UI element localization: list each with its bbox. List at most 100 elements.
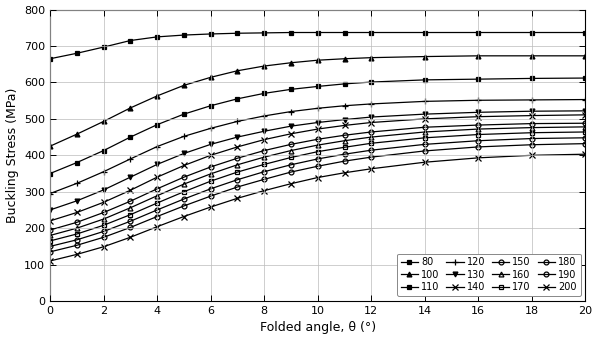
120 xyxy=(47,191,54,196)
200 xyxy=(421,160,428,164)
190 xyxy=(74,243,81,247)
Line: 190: 190 xyxy=(48,141,588,254)
190 xyxy=(181,204,188,208)
130 xyxy=(261,129,268,133)
110 xyxy=(74,160,81,165)
100 xyxy=(528,54,535,58)
80 xyxy=(47,57,54,61)
110 xyxy=(100,149,107,153)
100 xyxy=(261,64,268,68)
110 xyxy=(341,82,348,86)
180 xyxy=(74,238,81,242)
140 xyxy=(100,200,107,204)
110 xyxy=(314,84,321,88)
110 xyxy=(368,80,375,84)
130 xyxy=(127,175,134,179)
100 xyxy=(288,61,295,65)
190 xyxy=(207,194,214,198)
180 xyxy=(582,136,589,140)
140 xyxy=(181,164,188,168)
120 xyxy=(341,104,348,108)
150 xyxy=(74,220,81,224)
170 xyxy=(582,130,589,134)
150 xyxy=(368,130,375,134)
150 xyxy=(261,149,268,153)
150 xyxy=(127,199,134,203)
180 xyxy=(181,197,188,201)
180 xyxy=(528,136,535,140)
160 xyxy=(314,143,321,147)
180 xyxy=(314,157,321,161)
Legend: 80, 100, 110, 120, 130, 140, 150, 160, 170, 180, 190, 200: 80, 100, 110, 120, 130, 140, 150, 160, 1… xyxy=(397,254,581,296)
Line: 100: 100 xyxy=(48,53,588,149)
150 xyxy=(207,165,214,169)
180 xyxy=(341,152,348,156)
140 xyxy=(341,123,348,128)
80 xyxy=(154,35,161,39)
80 xyxy=(314,31,321,35)
200 xyxy=(207,205,214,209)
100 xyxy=(582,54,589,58)
130 xyxy=(207,142,214,147)
180 xyxy=(234,178,241,182)
160 xyxy=(261,155,268,159)
120 xyxy=(207,126,214,130)
160 xyxy=(421,130,428,134)
80 xyxy=(127,38,134,42)
100 xyxy=(127,106,134,110)
140 xyxy=(475,115,482,119)
190 xyxy=(314,164,321,168)
150 xyxy=(314,137,321,141)
110 xyxy=(475,77,482,81)
160 xyxy=(181,182,188,186)
Y-axis label: Buckling Stress (MPa): Buckling Stress (MPa) xyxy=(5,88,19,223)
160 xyxy=(528,125,535,130)
200 xyxy=(181,215,188,219)
150 xyxy=(181,175,188,179)
200 xyxy=(475,156,482,160)
180 xyxy=(154,208,161,212)
110 xyxy=(261,91,268,96)
140 xyxy=(74,210,81,215)
190 xyxy=(288,170,295,174)
130 xyxy=(100,188,107,192)
160 xyxy=(368,135,375,139)
140 xyxy=(582,113,589,117)
170 xyxy=(207,179,214,183)
100 xyxy=(475,54,482,58)
190 xyxy=(154,215,161,219)
80 xyxy=(74,51,81,55)
140 xyxy=(368,120,375,124)
160 xyxy=(207,172,214,176)
170 xyxy=(154,201,161,205)
150 xyxy=(582,121,589,125)
120 xyxy=(74,181,81,185)
140 xyxy=(314,127,321,131)
180 xyxy=(421,142,428,147)
200 xyxy=(74,252,81,256)
140 xyxy=(234,145,241,149)
100 xyxy=(100,119,107,123)
120 xyxy=(314,106,321,110)
80 xyxy=(181,33,188,37)
140 xyxy=(528,114,535,118)
160 xyxy=(288,149,295,153)
Line: 160: 160 xyxy=(48,124,588,238)
150 xyxy=(475,123,482,127)
130 xyxy=(341,118,348,122)
110 xyxy=(127,135,134,139)
150 xyxy=(154,187,161,191)
80 xyxy=(528,31,535,35)
190 xyxy=(261,177,268,181)
120 xyxy=(528,98,535,102)
130 xyxy=(74,199,81,203)
100 xyxy=(314,58,321,62)
190 xyxy=(127,225,134,230)
110 xyxy=(288,87,295,91)
110 xyxy=(582,76,589,80)
130 xyxy=(288,124,295,128)
160 xyxy=(154,194,161,198)
110 xyxy=(234,97,241,101)
200 xyxy=(234,196,241,200)
150 xyxy=(288,142,295,147)
